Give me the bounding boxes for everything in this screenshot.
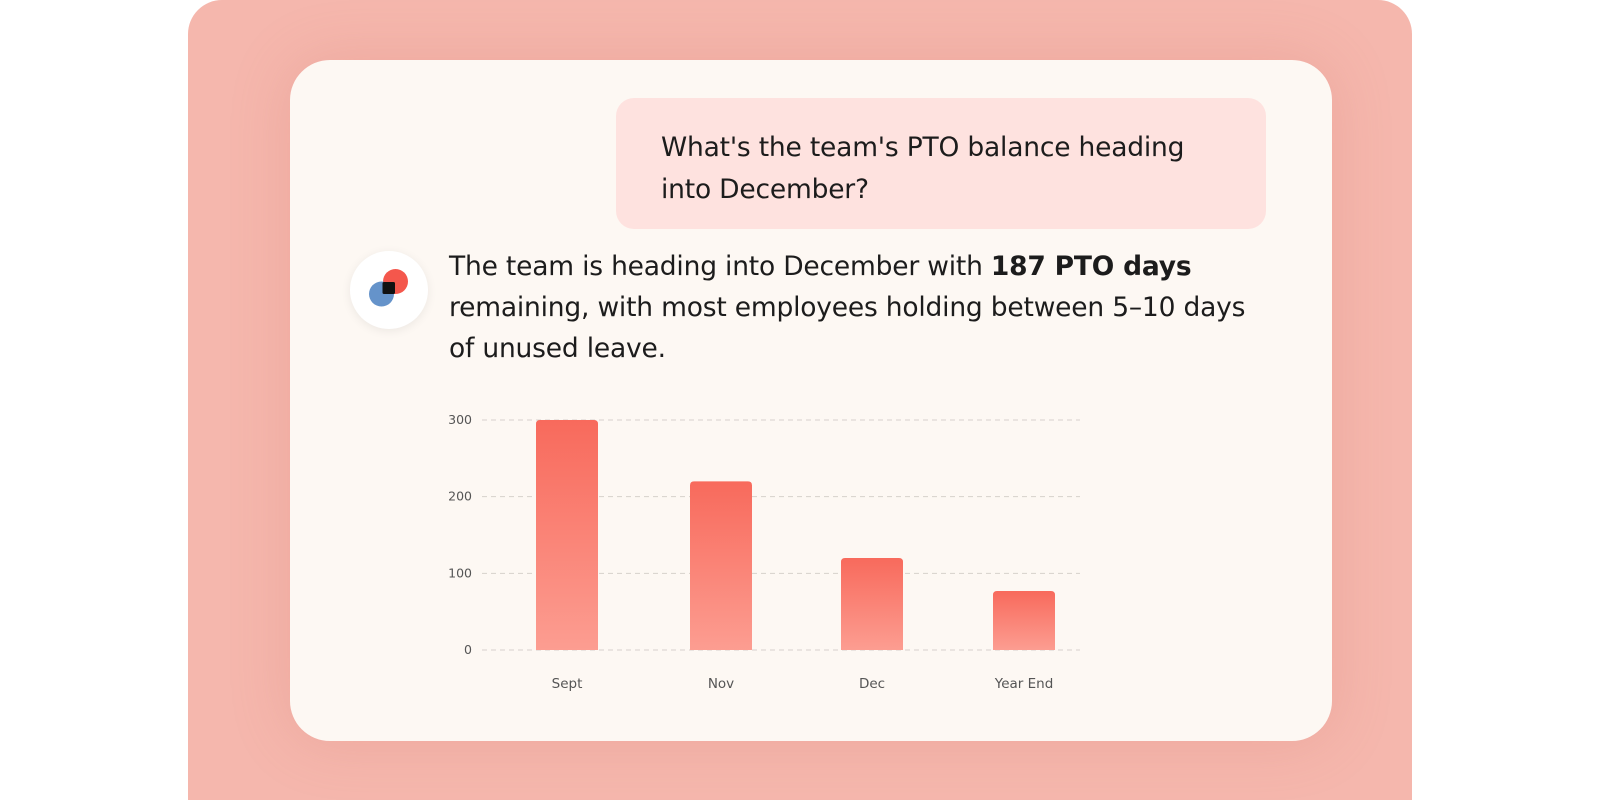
assistant-message: The team is heading into December with 1… [449,246,1249,369]
assistant-message-prefix: The team is heading into December with [449,251,991,282]
bar-nov [690,481,752,650]
x-tick-label: Nov [708,676,734,692]
bar-sept [536,420,598,650]
x-tick-label: Dec [859,676,885,692]
y-tick-label: 100 [448,565,472,580]
assistant-message-highlight: 187 PTO days [990,251,1192,282]
bar-dec [841,558,903,650]
chat-card: What's the team's PTO balance heading in… [290,60,1332,741]
logo-overlap-square [382,282,395,294]
user-message-text: What's the team's PTO balance heading in… [661,132,1185,205]
y-tick-label: 0 [464,642,472,657]
y-tick-label: 200 [448,489,472,504]
assistant-logo-icon [369,269,408,307]
bar-year-end [993,590,1055,650]
pto-bar-chart: 0 100 200 300 Sept Nov Dec Year End [448,412,1080,692]
assistant-avatar [350,251,428,329]
user-message-bubble: What's the team's PTO balance heading in… [616,98,1266,229]
x-tick-label: Year End [994,676,1054,692]
assistant-message-suffix: remaining, with most employees holding b… [449,292,1246,364]
x-tick-label: Sept [552,676,583,692]
y-tick-label: 300 [448,412,472,427]
